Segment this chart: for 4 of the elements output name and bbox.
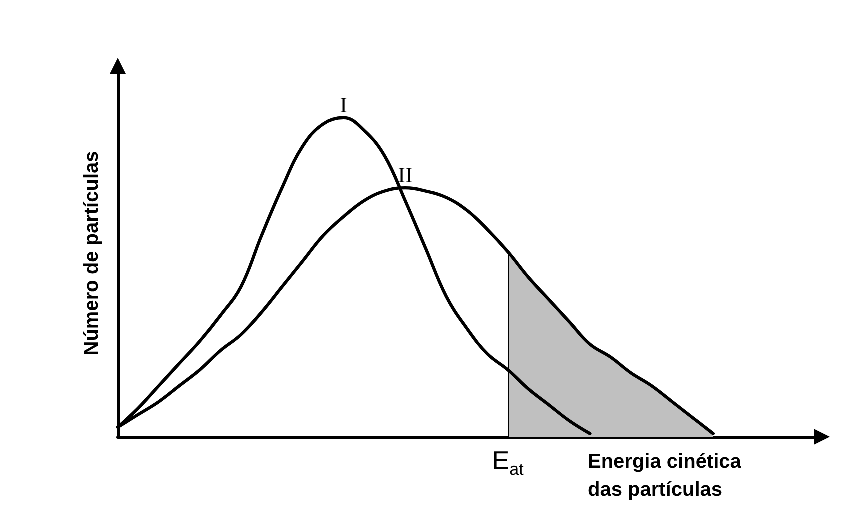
x-axis-title: Energia cinética das partículas xyxy=(588,451,747,501)
series-label: I xyxy=(340,92,348,118)
series-label: II xyxy=(398,162,413,188)
y-axis-title: Número de partículas xyxy=(81,151,103,356)
